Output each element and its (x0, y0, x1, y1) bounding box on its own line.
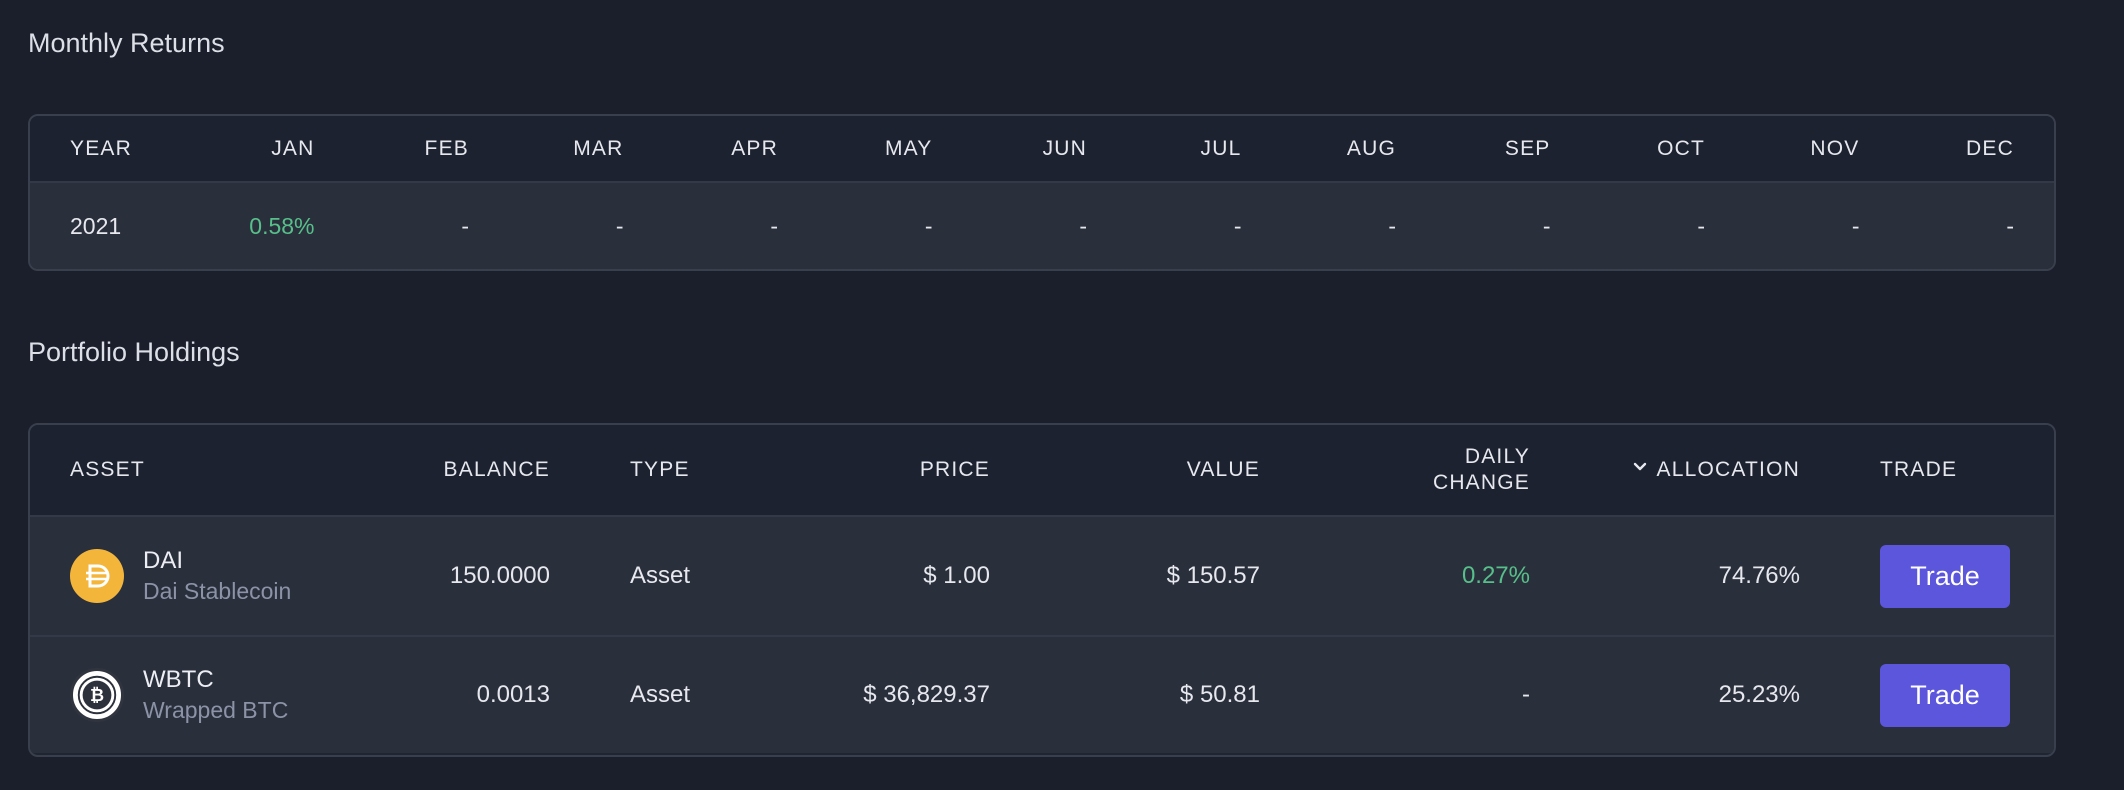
header-jul: JUL (1200, 136, 1242, 160)
header-type: TYPE (630, 458, 690, 481)
header-asset: ASSET (70, 458, 145, 481)
trade-cell: Trade (1800, 544, 2010, 608)
wbtc-coin-icon: ₿ (70, 668, 124, 722)
table-row: ₿ WBTC Wrapped BTC 0.0013 Asset $ 36,829… (30, 635, 2054, 753)
monthly-returns-table: YEAR JAN FEB MAR APR MAY JUN JUL AUG SEP… (28, 114, 2056, 271)
asset-cell: ₿ WBTC Wrapped BTC (70, 665, 360, 725)
header-allocation: ALLOCATION (1656, 458, 1800, 481)
trade-button[interactable]: Trade (1880, 663, 2010, 727)
header-daily-change-line1: DAILY (1464, 445, 1530, 468)
month-cell-may: - (924, 213, 933, 239)
month-cell-jul: - (1233, 213, 1242, 239)
daily-change-cell: - (1522, 681, 1530, 708)
header-may: MAY (884, 136, 933, 160)
asset-symbol: DAI (143, 547, 184, 574)
header-apr: APR (731, 136, 778, 160)
header-price: PRICE (919, 458, 990, 481)
trade-cell: Trade (1800, 663, 2010, 727)
portfolio-holdings-table: ASSET BALANCE TYPE PRICE VALUE DAILY CHA… (28, 423, 2056, 757)
header-value: VALUE (1186, 458, 1260, 481)
trade-button[interactable]: Trade (1880, 544, 2010, 608)
table-row: DAI Dai Stablecoin 150.0000 Asset $ 1.00… (30, 517, 2054, 635)
header-year: YEAR (70, 136, 132, 160)
value-cell: $ 50.81 (1179, 681, 1260, 708)
monthly-returns-title: Monthly Returns (28, 28, 225, 58)
month-cell-aug: - (1388, 213, 1396, 239)
price-cell: $ 1.00 (923, 562, 990, 589)
table-row: 2021 0.58% - - - - - - - - - - - (30, 183, 2054, 269)
header-jan: JAN (271, 136, 315, 160)
type-cell: Asset (630, 562, 691, 589)
header-sep: SEP (1504, 136, 1551, 160)
header-aug: AUG (1346, 136, 1396, 160)
month-cell-oct: - (1697, 213, 1705, 239)
month-cell-feb: - (461, 213, 469, 239)
header-balance: BALANCE (443, 458, 550, 481)
balance-cell: 0.0013 (476, 681, 550, 708)
balance-cell: 150.0000 (449, 562, 550, 589)
month-cell-mar: - (615, 213, 624, 239)
portfolio-holdings-title: Portfolio Holdings (28, 337, 240, 367)
price-cell: $ 36,829.37 (863, 681, 990, 708)
header-oct: OCT (1657, 136, 1705, 160)
monthly-returns-header-row: YEAR JAN FEB MAR APR MAY JUN JUL AUG SEP… (30, 116, 2054, 183)
header-daily-change-line2: CHANGE (1432, 471, 1530, 494)
month-cell-jan: 0.58% (249, 213, 315, 239)
header-daily-change: DAILY CHANGE (1260, 444, 1530, 496)
asset-name: Dai Stablecoin (143, 578, 292, 604)
header-allocation-sort[interactable]: ALLOCATION (1530, 457, 1800, 483)
asset-name: Wrapped BTC (143, 697, 289, 723)
header-dec: DEC (1966, 136, 2014, 160)
year-cell: 2021 (70, 213, 122, 239)
chevron-down-icon (1631, 457, 1649, 483)
month-cell-nov: - (1851, 213, 1860, 239)
header-trade: TRADE (1880, 458, 1958, 481)
type-cell: Asset (630, 681, 691, 708)
svg-text:₿: ₿ (90, 686, 104, 706)
header-feb: FEB (424, 136, 469, 160)
header-jun: JUN (1042, 136, 1087, 160)
header-mar: MAR (573, 136, 624, 160)
asset-symbol: WBTC (143, 666, 214, 693)
month-cell-apr: - (770, 213, 778, 239)
asset-cell: DAI Dai Stablecoin (70, 546, 360, 606)
dai-coin-icon (70, 549, 124, 603)
allocation-cell: 74.76% (1718, 562, 1800, 589)
header-nov: NOV (1810, 136, 1860, 160)
month-cell-dec: - (2006, 213, 2014, 239)
month-cell-sep: - (1542, 213, 1551, 239)
daily-change-cell: 0.27% (1461, 562, 1530, 589)
value-cell: $ 150.57 (1166, 562, 1260, 589)
allocation-cell: 25.23% (1718, 681, 1800, 708)
holdings-header-row: ASSET BALANCE TYPE PRICE VALUE DAILY CHA… (30, 425, 2054, 517)
month-cell-jun: - (1079, 213, 1087, 239)
